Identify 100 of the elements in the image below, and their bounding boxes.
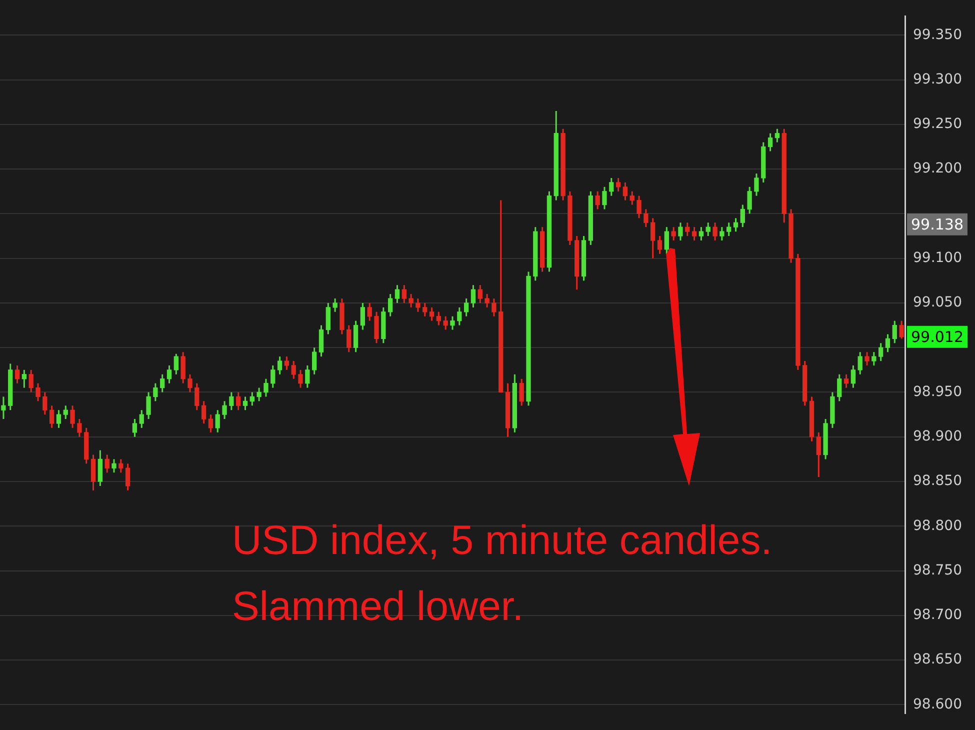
candlestick — [346, 324, 352, 353]
candlestick — [236, 391, 241, 411]
candlestick — [850, 364, 856, 389]
candlestick — [215, 409, 220, 434]
candlestick — [678, 222, 683, 242]
candlestick — [484, 293, 490, 308]
candlestick — [416, 298, 420, 313]
candlestick — [878, 342, 884, 362]
candlestick — [229, 391, 234, 411]
y-tick-label: 99.100 — [913, 250, 962, 266]
candlestick — [305, 364, 310, 389]
candlestick — [450, 316, 455, 330]
candlestick — [132, 418, 138, 438]
candlestick — [49, 404, 54, 429]
candlestick — [470, 284, 476, 308]
candlestick — [63, 404, 68, 420]
candlestick — [864, 351, 870, 366]
y-tick-label: 98.850 — [913, 473, 962, 490]
candlestick — [671, 226, 676, 242]
candlestick — [837, 374, 842, 402]
candlestick — [208, 414, 214, 434]
candlestick — [298, 369, 303, 389]
candlestick — [492, 298, 496, 318]
candlestick — [747, 186, 752, 214]
candlestick — [650, 217, 656, 260]
candlestick — [457, 306, 462, 326]
candlestick — [284, 356, 290, 371]
candlestick — [125, 462, 130, 492]
candlestick — [90, 454, 96, 492]
candlestick — [77, 418, 82, 438]
candlestick — [899, 320, 904, 340]
candlestick — [104, 454, 110, 474]
text: 99.138 — [911, 215, 964, 234]
candlestick — [408, 293, 414, 308]
candlestick — [858, 351, 862, 376]
candlestick — [712, 222, 718, 242]
candlestick — [22, 369, 27, 389]
candlestick — [14, 364, 20, 384]
candlestick — [264, 378, 268, 398]
candlestick — [595, 190, 600, 210]
candlestick — [720, 226, 724, 242]
candlestick — [353, 320, 358, 353]
candlestick — [443, 316, 448, 330]
candlestick — [42, 391, 48, 416]
candlestick — [146, 391, 151, 420]
candlestick — [733, 217, 738, 232]
candlestick — [740, 204, 745, 228]
candlestick — [332, 298, 338, 313]
candlestick — [892, 320, 897, 344]
y-tick-label: 98.900 — [913, 428, 962, 445]
y-tick-label: 99.250 — [913, 116, 962, 132]
candlestick — [180, 351, 186, 384]
candlestick — [402, 284, 406, 304]
candlestick — [602, 186, 607, 210]
candlestick — [188, 374, 192, 393]
candlestick — [698, 226, 704, 242]
candlestick — [422, 302, 428, 318]
candlestick — [56, 409, 62, 429]
candlestick — [609, 177, 614, 197]
annotation: Slammed lower. — [232, 583, 524, 629]
candlestick — [36, 382, 40, 402]
y-tick-label: 99.200 — [913, 160, 962, 177]
candlestick — [256, 387, 262, 402]
candlestick — [429, 306, 434, 322]
candlestick — [194, 382, 200, 411]
y-tick-label: 98.700 — [913, 607, 962, 624]
candlestick — [28, 369, 34, 393]
candlestick — [774, 128, 780, 144]
candlestick — [644, 208, 648, 228]
candlestick — [270, 364, 276, 389]
candlestick — [726, 222, 732, 237]
candlestick — [318, 324, 324, 358]
y-tick-label: 98.650 — [913, 652, 962, 668]
candlestick — [118, 458, 124, 474]
candlestick — [153, 382, 158, 402]
candlestick — [519, 378, 524, 406]
candlestick — [277, 356, 282, 376]
candlestick — [394, 284, 400, 304]
candlestick — [885, 333, 890, 353]
candlestick — [139, 409, 144, 429]
candlestick — [816, 432, 821, 478]
y-tick-label: 99.050 — [913, 294, 962, 311]
candlestick — [112, 458, 116, 474]
candlestick — [98, 450, 102, 487]
candlestick — [166, 364, 172, 384]
candlestick — [201, 400, 206, 424]
candlestick — [657, 235, 662, 255]
candlestick — [616, 177, 621, 192]
y-tick-label: 98.800 — [913, 518, 962, 534]
candlestick — [160, 374, 165, 393]
text: 99.012 — [911, 328, 964, 346]
annotation: USD index, 5 minute candles. — [232, 517, 772, 563]
candlestick — [174, 353, 178, 376]
candlestick — [464, 298, 469, 318]
candlestick — [388, 293, 393, 318]
y-tick-label: 98.600 — [913, 696, 962, 712]
candlestick — [872, 351, 876, 366]
candlestick — [374, 311, 379, 344]
candlestick — [685, 222, 690, 237]
candlestick — [326, 302, 330, 335]
